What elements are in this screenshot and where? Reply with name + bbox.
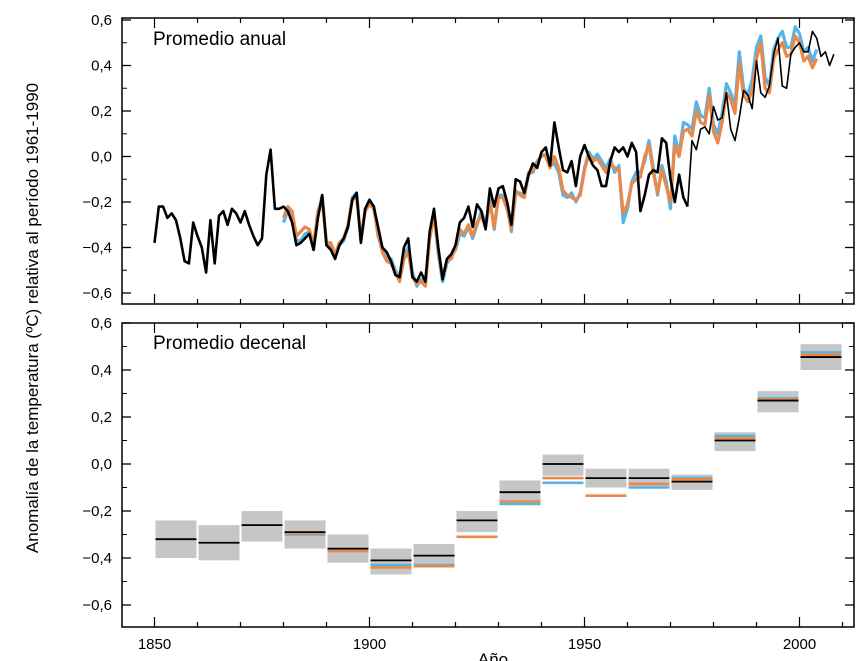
series-layer <box>153 25 842 569</box>
tick-layer <box>122 18 854 627</box>
y-tick-label: 0,2 <box>91 103 112 120</box>
y-tick-label: 0,6 <box>91 12 112 29</box>
text-layer: Promedio anual Promedio decenal Anomalía… <box>23 12 816 661</box>
panel-title-decadal: Promedio decenal <box>153 333 306 354</box>
panel-frame-annual <box>121 17 855 305</box>
y-axis-title: Anomalía de la temperatura (ºC) relativa… <box>23 83 42 553</box>
y-tick-label: −0,4 <box>82 550 112 567</box>
x-tick-label: 1900 <box>353 636 386 653</box>
y-tick-label: −0,2 <box>82 194 112 211</box>
series-line-black <box>153 121 689 283</box>
series-line-black-recent <box>686 30 835 207</box>
uncertainty-band <box>241 511 283 542</box>
y-tick-label: 0,4 <box>91 58 112 75</box>
y-tick-label: 0,4 <box>91 362 112 379</box>
band-layer <box>155 344 842 575</box>
y-tick-label: −0,6 <box>82 597 112 614</box>
x-axis-title: Año <box>478 650 508 661</box>
x-tick-label: 1950 <box>568 636 601 653</box>
x-tick-label: 2000 <box>783 636 816 653</box>
series-line-orange <box>282 34 819 288</box>
uncertainty-band <box>456 511 498 533</box>
y-tick-label: −0,6 <box>82 285 112 302</box>
panel-frame-decadal <box>121 322 855 628</box>
y-tick-label: −0,4 <box>82 240 112 257</box>
uncertainty-band <box>542 454 584 476</box>
y-tick-label: 0,2 <box>91 409 112 426</box>
y-tick-label: 0,0 <box>91 149 112 166</box>
x-tick-label: 1850 <box>138 636 171 653</box>
axes-layer <box>121 17 855 628</box>
panel-title-annual: Promedio anual <box>153 29 286 50</box>
y-tick-label: 0,0 <box>91 456 112 473</box>
y-tick-label: 0,6 <box>91 315 112 332</box>
uncertainty-band <box>757 391 799 413</box>
uncertainty-band <box>370 548 412 575</box>
y-tick-label: −0,2 <box>82 503 112 520</box>
